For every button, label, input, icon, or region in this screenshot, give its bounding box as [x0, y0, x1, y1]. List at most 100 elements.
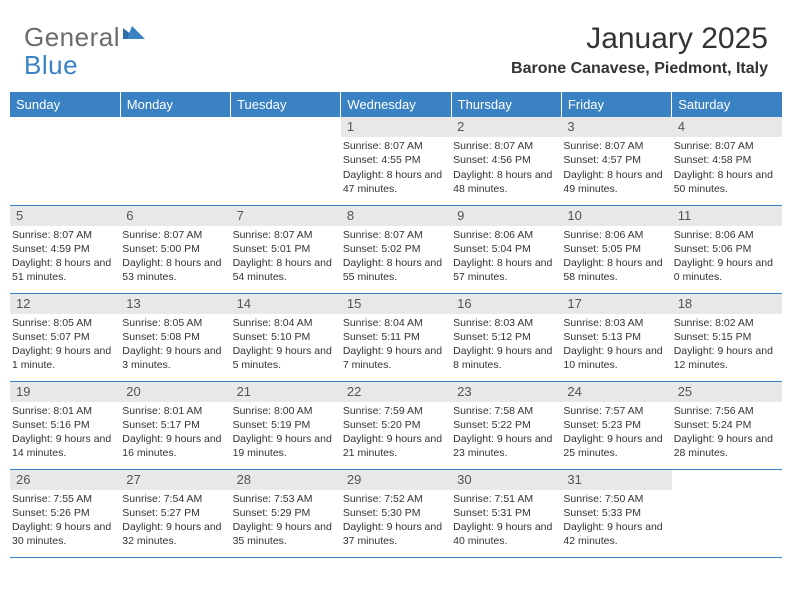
- daylight-line: Daylight: 9 hours and 23 minutes.: [453, 432, 559, 460]
- sunset-line: Sunset: 5:06 PM: [674, 242, 780, 256]
- day-cell: 8Sunrise: 8:07 AMSunset: 5:02 PMDaylight…: [341, 205, 451, 293]
- sunrise-line: Sunrise: 8:04 AM: [233, 316, 339, 330]
- day-info: Sunrise: 8:04 AMSunset: 5:11 PMDaylight:…: [341, 314, 451, 373]
- sunset-line: Sunset: 5:23 PM: [563, 418, 669, 432]
- week-row: 1Sunrise: 8:07 AMSunset: 4:55 PMDaylight…: [10, 117, 782, 205]
- sunset-line: Sunset: 5:26 PM: [12, 506, 118, 520]
- day-info: Sunrise: 7:51 AMSunset: 5:31 PMDaylight:…: [451, 490, 561, 549]
- day-info: Sunrise: 8:07 AMSunset: 4:59 PMDaylight:…: [10, 226, 120, 285]
- brand-icon: [123, 23, 145, 44]
- week-row: 26Sunrise: 7:55 AMSunset: 5:26 PMDayligh…: [10, 469, 782, 557]
- sunset-line: Sunset: 5:24 PM: [674, 418, 780, 432]
- sunset-line: Sunset: 5:00 PM: [122, 242, 228, 256]
- sunset-line: Sunset: 5:29 PM: [233, 506, 339, 520]
- empty-cell: [231, 117, 341, 205]
- sunrise-line: Sunrise: 8:06 AM: [563, 228, 669, 242]
- day-info: Sunrise: 8:07 AMSunset: 5:00 PMDaylight:…: [120, 226, 230, 285]
- sunset-line: Sunset: 5:20 PM: [343, 418, 449, 432]
- day-info: Sunrise: 8:01 AMSunset: 5:17 PMDaylight:…: [120, 402, 230, 461]
- day-info: Sunrise: 8:06 AMSunset: 5:06 PMDaylight:…: [672, 226, 782, 285]
- sunset-line: Sunset: 5:05 PM: [563, 242, 669, 256]
- day-cell: 9Sunrise: 8:06 AMSunset: 5:04 PMDaylight…: [451, 205, 561, 293]
- daylight-line: Daylight: 8 hours and 51 minutes.: [12, 256, 118, 284]
- daylight-line: Daylight: 9 hours and 3 minutes.: [122, 344, 228, 372]
- day-number: 23: [451, 382, 561, 402]
- day-info: Sunrise: 7:50 AMSunset: 5:33 PMDaylight:…: [561, 490, 671, 549]
- day-info: Sunrise: 8:04 AMSunset: 5:10 PMDaylight:…: [231, 314, 341, 373]
- day-cell: 25Sunrise: 7:56 AMSunset: 5:24 PMDayligh…: [672, 381, 782, 469]
- daylight-line: Daylight: 8 hours and 49 minutes.: [563, 168, 669, 196]
- day-cell: 24Sunrise: 7:57 AMSunset: 5:23 PMDayligh…: [561, 381, 671, 469]
- day-cell: 5Sunrise: 8:07 AMSunset: 4:59 PMDaylight…: [10, 205, 120, 293]
- day-number: 21: [231, 382, 341, 402]
- day-number: 8: [341, 206, 451, 226]
- daylight-line: Daylight: 9 hours and 8 minutes.: [453, 344, 559, 372]
- day-number: 5: [10, 206, 120, 226]
- day-info: Sunrise: 8:05 AMSunset: 5:08 PMDaylight:…: [120, 314, 230, 373]
- day-number: 9: [451, 206, 561, 226]
- sunrise-line: Sunrise: 8:07 AM: [233, 228, 339, 242]
- sunset-line: Sunset: 4:57 PM: [563, 153, 669, 167]
- day-number: 11: [672, 206, 782, 226]
- day-cell: 3 Sunrise: 8:07 AMSunset: 4:57 PMDaylight…: [561, 117, 671, 205]
- sunrise-line: Sunrise: 7:56 AM: [674, 404, 780, 418]
- daylight-line: Daylight: 9 hours and 40 minutes.: [453, 520, 559, 548]
- empty-cell: [10, 117, 120, 205]
- day-cell: 2Sunrise: 8:07 AMSunset: 4:56 PMDaylight…: [451, 117, 561, 205]
- sunset-line: Sunset: 5:02 PM: [343, 242, 449, 256]
- day-cell: 19Sunrise: 8:01 AMSunset: 5:16 PMDayligh…: [10, 381, 120, 469]
- sunrise-line: Sunrise: 7:50 AM: [563, 492, 669, 506]
- daylight-line: Daylight: 9 hours and 7 minutes.: [343, 344, 449, 372]
- day-info: Sunrise: 7:53 AMSunset: 5:29 PMDaylight:…: [231, 490, 341, 549]
- day-number: 24: [561, 382, 671, 402]
- day-number: 14: [231, 294, 341, 314]
- day-header-thursday: Thursday: [451, 92, 561, 117]
- day-info: Sunrise: 7:57 AMSunset: 5:23 PMDaylight:…: [561, 402, 671, 461]
- day-number: 30: [451, 470, 561, 490]
- day-header-wednesday: Wednesday: [341, 92, 451, 117]
- sunset-line: Sunset: 5:27 PM: [122, 506, 228, 520]
- day-info: Sunrise: 7:56 AMSunset: 5:24 PMDaylight:…: [672, 402, 782, 461]
- sunset-line: Sunset: 4:58 PM: [674, 153, 780, 167]
- sunrise-line: Sunrise: 7:52 AM: [343, 492, 449, 506]
- day-info: Sunrise: 8:07 AMSunset: 5:01 PMDaylight:…: [231, 226, 341, 285]
- sunset-line: Sunset: 5:08 PM: [122, 330, 228, 344]
- day-number: 25: [672, 382, 782, 402]
- day-number: 22: [341, 382, 451, 402]
- sunset-line: Sunset: 5:30 PM: [343, 506, 449, 520]
- sunrise-line: Sunrise: 7:57 AM: [563, 404, 669, 418]
- day-number: 3: [561, 117, 671, 137]
- day-info: Sunrise: 7:54 AMSunset: 5:27 PMDaylight:…: [120, 490, 230, 549]
- sunrise-line: Sunrise: 8:04 AM: [343, 316, 449, 330]
- day-info: Sunrise: 8:06 AMSunset: 5:04 PMDaylight:…: [451, 226, 561, 285]
- daylight-line: Daylight: 9 hours and 32 minutes.: [122, 520, 228, 548]
- daylight-line: Daylight: 9 hours and 5 minutes.: [233, 344, 339, 372]
- sunrise-line: Sunrise: 8:07 AM: [563, 139, 669, 153]
- sunset-line: Sunset: 4:59 PM: [12, 242, 118, 256]
- day-number: 1: [341, 117, 451, 137]
- daylight-line: Daylight: 9 hours and 42 minutes.: [563, 520, 669, 548]
- sunset-line: Sunset: 5:07 PM: [12, 330, 118, 344]
- day-number: 4: [672, 117, 782, 137]
- day-cell: 12Sunrise: 8:05 AMSunset: 5:07 PMDayligh…: [10, 293, 120, 381]
- daylight-line: Daylight: 8 hours and 58 minutes.: [563, 256, 669, 284]
- daylight-line: Daylight: 8 hours and 47 minutes.: [343, 168, 449, 196]
- day-info: Sunrise: 8:00 AMSunset: 5:19 PMDaylight:…: [231, 402, 341, 461]
- sunset-line: Sunset: 5:22 PM: [453, 418, 559, 432]
- day-number: 17: [561, 294, 671, 314]
- day-number: 15: [341, 294, 451, 314]
- sunrise-line: Sunrise: 7:58 AM: [453, 404, 559, 418]
- daylight-line: Daylight: 9 hours and 35 minutes.: [233, 520, 339, 548]
- sunset-line: Sunset: 5:10 PM: [233, 330, 339, 344]
- day-cell: 16Sunrise: 8:03 AMSunset: 5:12 PMDayligh…: [451, 293, 561, 381]
- sunset-line: Sunset: 5:15 PM: [674, 330, 780, 344]
- sunrise-line: Sunrise: 8:07 AM: [12, 228, 118, 242]
- sunrise-line: Sunrise: 8:01 AM: [12, 404, 118, 418]
- day-header-row: SundayMondayTuesdayWednesdayThursdayFrid…: [10, 92, 782, 117]
- empty-cell: [672, 469, 782, 557]
- day-info: Sunrise: 8:03 AMSunset: 5:13 PMDaylight:…: [561, 314, 671, 373]
- daylight-line: Daylight: 9 hours and 21 minutes.: [343, 432, 449, 460]
- sunrise-line: Sunrise: 8:07 AM: [343, 228, 449, 242]
- day-number: 26: [10, 470, 120, 490]
- brand-logo: General: [24, 22, 145, 53]
